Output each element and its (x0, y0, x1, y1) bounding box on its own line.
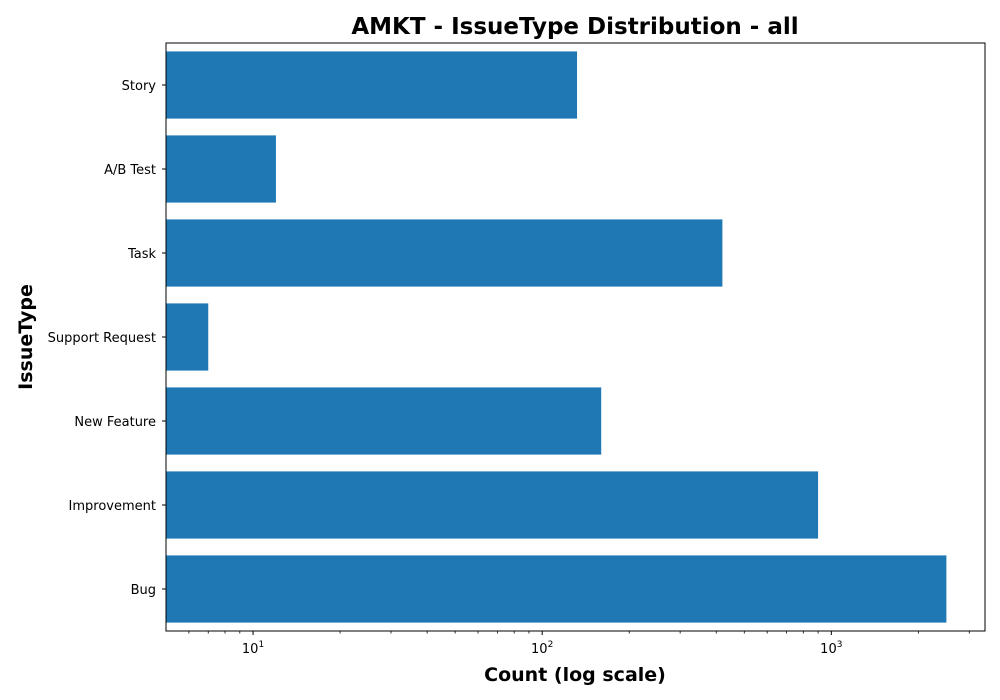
bar-task (166, 219, 723, 287)
y-tick-label: Improvement (69, 499, 156, 514)
y-axis-label: IssueType (15, 284, 37, 390)
bar-improvement (166, 471, 819, 539)
y-tick-label: A/B Test (104, 163, 156, 178)
bar-support-request (166, 303, 209, 371)
x-axis-ticks: 101 102 103 (188, 631, 970, 657)
x-tick-label: 101 (242, 640, 264, 657)
y-tick-label: Story (122, 79, 157, 94)
bar-new-feature (166, 387, 602, 455)
chart-title: AMKT - IssueType Distribution - all (351, 14, 798, 40)
y-tick-label: Support Request (48, 331, 156, 346)
x-axis-label: Count (log scale) (484, 664, 666, 686)
bar-story (166, 51, 578, 119)
y-tick-label: New Feature (74, 415, 156, 430)
x-tick-label: 102 (531, 640, 553, 657)
bar-bug (166, 555, 947, 623)
bars-group (166, 51, 947, 623)
x-tick-label: 103 (820, 640, 842, 657)
y-tick-label: Bug (131, 583, 156, 598)
y-tick-label: Task (127, 247, 157, 262)
plot-frame (165, 42, 986, 632)
bar-a-b-test (166, 135, 276, 203)
y-axis-ticks: Bug Improvement New Feature Support Request… (48, 79, 166, 598)
